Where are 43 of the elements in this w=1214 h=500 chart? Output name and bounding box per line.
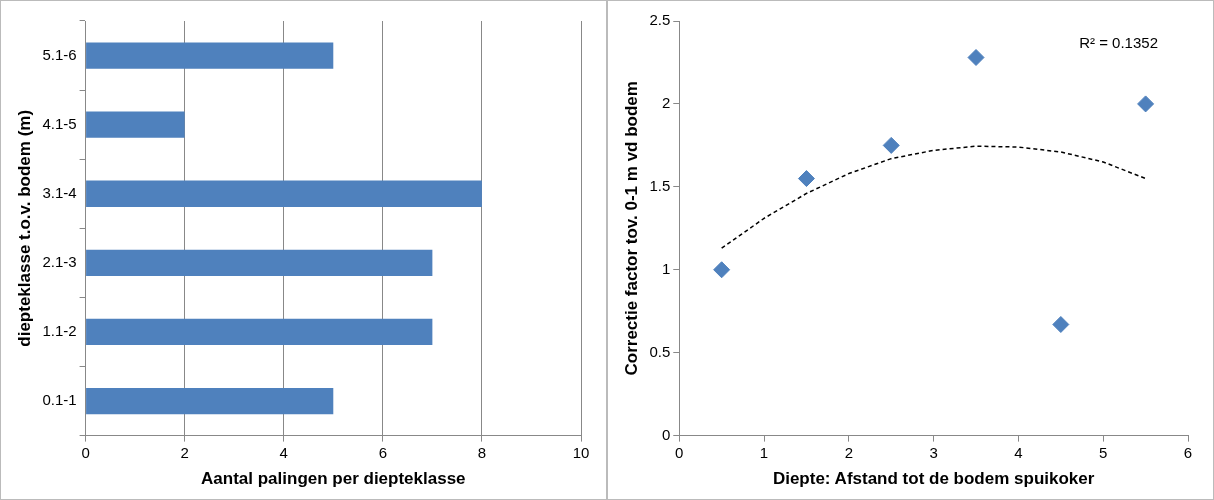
y-tick-label: 1 (661, 259, 671, 277)
x-tick-label: 1 (759, 443, 769, 461)
x-axis-title: Aantal palingen per diepteklasse (201, 469, 466, 489)
y-tick-label: 0 (661, 425, 671, 443)
y-tick-label: 2 (661, 94, 671, 112)
x-tick-label: 5 (1099, 443, 1108, 461)
annotation: R² = 0.1352 (1079, 33, 1158, 51)
bar (86, 111, 185, 138)
x-tick-label: 4 (1014, 443, 1023, 461)
x-tick-label: 4 (279, 443, 288, 461)
point (1137, 95, 1155, 113)
y-axis-title: Correctie factor tov. 0-1 m vd bodem (621, 81, 641, 376)
x-tick-label: 0 (675, 443, 684, 461)
point (967, 48, 985, 66)
y-tick-label: 5.1-6 (42, 45, 77, 63)
x-tick-label: 10 (572, 443, 590, 461)
y-tick-label: 0.1-1 (42, 391, 77, 409)
x-tick-label: 2 (180, 443, 189, 461)
y-tick-label: 0.5 (649, 342, 671, 360)
bar (86, 180, 482, 207)
y-tick-label: 1.1-2 (42, 322, 77, 340)
y-axis-title: diepteklasse t.o.v. bodem (m) (14, 109, 34, 347)
point (882, 136, 900, 154)
x-tick-label: 6 (378, 443, 388, 461)
x-tick-label: 2 (844, 443, 854, 461)
x-tick-label: 6 (1183, 443, 1193, 461)
bar (86, 249, 433, 276)
x-tick-label: 3 (929, 443, 938, 461)
y-tick-label: 2.5 (649, 11, 671, 29)
y-tick-label: 4.1-5 (42, 114, 77, 132)
y-tick-label: 3.1-4 (42, 183, 77, 201)
bar (86, 387, 334, 415)
x-tick-label: 0 (81, 443, 90, 461)
point (1052, 315, 1070, 333)
y-tick-label: 1.5 (649, 176, 671, 194)
bar (86, 42, 334, 69)
bar (86, 318, 433, 346)
line-series (720, 145, 1147, 249)
x-axis-title: Diepte: Afstand tot de bodem spuikoker (772, 469, 1095, 489)
x-tick-label: 8 (477, 443, 487, 461)
point (713, 261, 731, 279)
y-tick-label: 2.1-3 (42, 252, 77, 270)
point (797, 170, 815, 188)
